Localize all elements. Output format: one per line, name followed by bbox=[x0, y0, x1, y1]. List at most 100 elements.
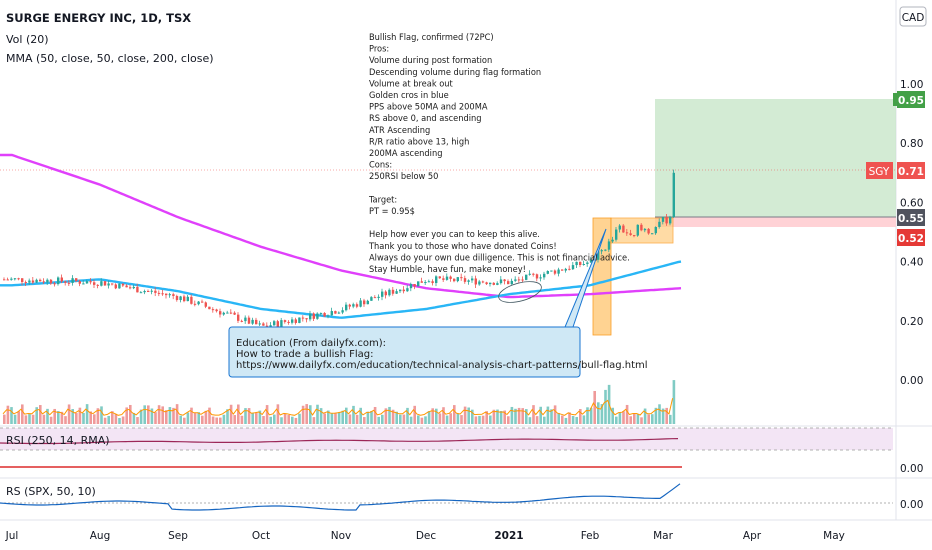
candle-body bbox=[247, 317, 251, 324]
volume-bar bbox=[348, 414, 352, 424]
candle-body bbox=[64, 281, 67, 283]
candle-body bbox=[481, 281, 485, 283]
volume-bar bbox=[3, 414, 6, 424]
candle-body bbox=[319, 312, 323, 314]
currency-label: CAD bbox=[902, 12, 925, 24]
volume-bar bbox=[222, 414, 226, 424]
volume-bar bbox=[312, 417, 316, 424]
volume-bar bbox=[445, 415, 449, 424]
candle-body bbox=[381, 291, 384, 297]
candle-body bbox=[96, 284, 99, 286]
candle-body bbox=[355, 304, 359, 307]
candle-body bbox=[546, 270, 549, 274]
candle-body bbox=[301, 317, 305, 319]
x-tick-label: Apr bbox=[743, 530, 762, 542]
note-line: Bullish Flag, confirmed (72PC) bbox=[369, 32, 494, 43]
candle-body bbox=[280, 320, 283, 327]
candle-body bbox=[24, 282, 27, 284]
candle-body bbox=[669, 217, 672, 224]
education-callout[interactable]: Education (From dailyfx.com): How to tra… bbox=[228, 228, 648, 378]
candle-body bbox=[611, 239, 614, 242]
callout-line-3[interactable]: https://www.dailyfx.com/education/techni… bbox=[236, 360, 648, 371]
candle-body bbox=[399, 289, 402, 292]
chart-title: SURGE ENERGY INC, 1D, TSX bbox=[6, 11, 191, 25]
volume-bar bbox=[121, 416, 125, 424]
candle-body bbox=[564, 268, 567, 271]
volume-bar bbox=[341, 410, 344, 424]
volume-bar bbox=[39, 405, 42, 424]
volume-bars bbox=[3, 380, 676, 424]
candle-body bbox=[161, 293, 164, 295]
candle-body bbox=[154, 290, 157, 293]
volume-bar bbox=[327, 410, 330, 424]
golden-cross-marker bbox=[498, 281, 542, 303]
rs-line bbox=[0, 483, 681, 511]
volume-bar bbox=[647, 414, 650, 424]
y-tick-label: 0.60 bbox=[900, 197, 923, 209]
volume-bar bbox=[265, 405, 269, 424]
candle-body bbox=[334, 311, 337, 314]
candle-body bbox=[640, 224, 643, 231]
candle-body bbox=[442, 278, 445, 280]
volume-bar bbox=[600, 404, 604, 424]
candle-body bbox=[370, 297, 373, 301]
candle-body bbox=[388, 289, 391, 296]
volume-bar bbox=[575, 417, 578, 424]
candle-body bbox=[528, 273, 531, 275]
volume-bar bbox=[517, 407, 521, 424]
currency-badge[interactable] bbox=[899, 6, 927, 27]
candle-body bbox=[305, 318, 308, 320]
candle-body bbox=[499, 279, 503, 284]
candle-body bbox=[262, 323, 265, 326]
note-line: Volume during post formation bbox=[369, 55, 492, 66]
candle-body bbox=[330, 311, 333, 316]
volume-bar bbox=[269, 416, 272, 424]
candle-body bbox=[427, 281, 431, 283]
volume-bar bbox=[359, 407, 362, 424]
time-axis[interactable]: Jul Aug Sep Oct Nov Dec 2021 Feb Mar Apr May bbox=[5, 530, 845, 542]
volume-bar bbox=[528, 417, 532, 424]
mma-indicator-label[interactable]: MMA (50, close, 50, close, 200, close) bbox=[6, 52, 214, 65]
rs-label[interactable]: RS (SPX, 50, 10) bbox=[6, 485, 96, 498]
y-tick-label: 0.20 bbox=[900, 316, 923, 328]
volume-bar bbox=[301, 405, 305, 424]
candle-body bbox=[114, 284, 117, 289]
volume-bar bbox=[535, 416, 539, 424]
note-line: Help how ever you can to keep this alive… bbox=[369, 229, 540, 240]
candle-body bbox=[175, 296, 179, 301]
candle-body bbox=[240, 320, 243, 322]
x-tick-label: Feb bbox=[581, 530, 600, 542]
candle-body bbox=[35, 279, 38, 283]
candle-body bbox=[118, 283, 121, 289]
candle-body bbox=[625, 232, 629, 234]
candle-body bbox=[651, 233, 654, 235]
candle-body bbox=[39, 279, 42, 282]
volume-bar bbox=[427, 411, 431, 424]
volume-bar bbox=[233, 415, 236, 424]
volume-bar bbox=[273, 414, 276, 424]
rsi-label[interactable]: RSI (250, 14, RMA) bbox=[6, 434, 110, 447]
candle-body bbox=[258, 323, 261, 325]
volume-bar bbox=[161, 406, 164, 424]
volume-indicator-label[interactable]: Vol (20) bbox=[6, 33, 49, 46]
candle-body bbox=[615, 229, 618, 240]
candle-body bbox=[21, 278, 24, 283]
analysis-note: Bullish Flag, confirmed (72PC)Pros:Volum… bbox=[368, 32, 630, 275]
candle-body bbox=[179, 296, 182, 301]
candle-body bbox=[391, 289, 395, 294]
volume-bar bbox=[463, 406, 467, 424]
candle-body bbox=[229, 312, 233, 314]
volume-bar bbox=[31, 414, 35, 424]
candle-body bbox=[10, 278, 13, 280]
candle-body bbox=[139, 292, 143, 294]
volume-bar bbox=[143, 405, 146, 424]
volume-bar bbox=[496, 409, 499, 424]
candle-body bbox=[597, 251, 600, 260]
candle-body bbox=[42, 281, 45, 283]
candle-body bbox=[453, 278, 456, 282]
y-tick-label: 1.00 bbox=[900, 79, 923, 91]
volume-bar bbox=[399, 414, 402, 424]
price-axis[interactable]: 0.00 0.20 0.40 0.60 0.80 1.00 bbox=[900, 79, 923, 387]
candle-body bbox=[103, 281, 107, 286]
